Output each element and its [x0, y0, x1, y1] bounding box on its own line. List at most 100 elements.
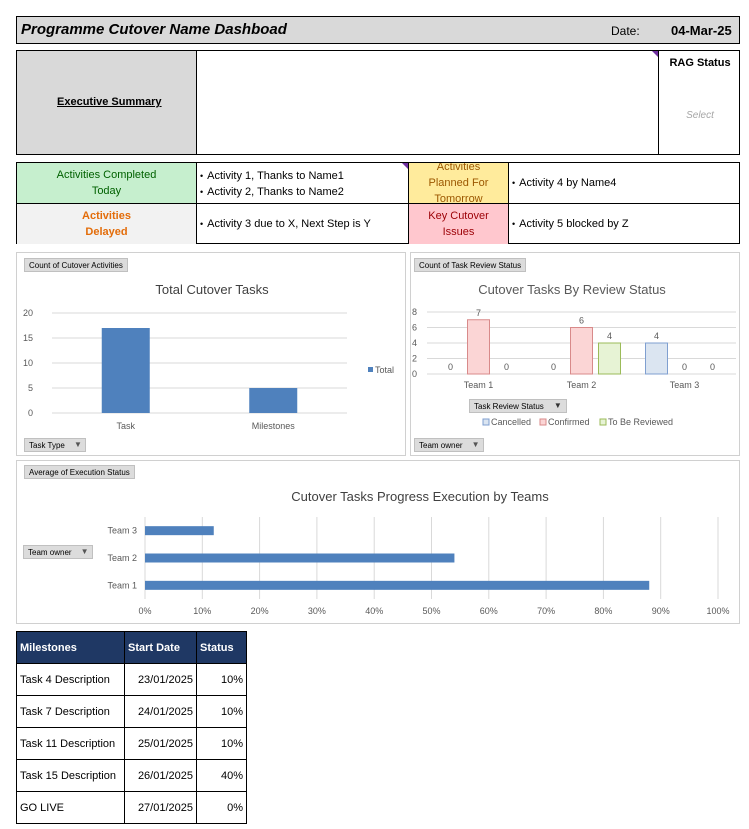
y-tick-label: 6: [412, 323, 417, 333]
x-tick-label: 10%: [193, 606, 211, 616]
table-row[interactable]: Task 4 Description 23/01/2025 10%: [16, 663, 247, 696]
legend-swatch: [482, 418, 490, 426]
bar: [598, 342, 621, 375]
table-row[interactable]: Task 11 Description 25/01/2025 10%: [16, 727, 247, 760]
legend-label: Confirmed: [548, 417, 590, 427]
executive-summary-label: Executive Summary: [57, 96, 162, 108]
series-field-label: Task Review Status: [474, 402, 544, 411]
value-field-button[interactable]: Count of Task Review Status: [414, 258, 527, 272]
column-header-start-date: Start Date: [124, 631, 197, 664]
y-tick-label: 0: [412, 369, 417, 379]
milestone-start-date[interactable]: 27/01/2025: [124, 791, 197, 824]
list-item: Activity 5 blocked by Z: [512, 216, 739, 232]
bar: [145, 580, 650, 590]
x-tick-label: 100%: [706, 606, 729, 616]
milestone-start-date[interactable]: 23/01/2025: [124, 663, 197, 696]
list-item: Activity 3 due to X, Next Step is Y: [200, 216, 408, 232]
key-cutover-issues-list[interactable]: Activity 5 blocked by Z: [509, 204, 739, 244]
task-type-filter-button[interactable]: Task Type ▼: [24, 438, 86, 452]
column-header-status: Status: [196, 631, 247, 664]
bar: [570, 327, 593, 375]
y-tick-label: Team 1: [107, 580, 137, 590]
data-label: 0: [504, 362, 509, 372]
bar: [467, 319, 490, 375]
activities-delayed-label: Activities Delayed: [17, 204, 197, 244]
y-tick-label: 8: [412, 307, 417, 317]
bar: [145, 553, 455, 563]
total-cutover-tasks-chart[interactable]: Count of Cutover Activities Total Cutove…: [16, 252, 406, 456]
filter-label: Task Type: [29, 441, 65, 450]
activities-completed-list[interactable]: Activity 1, Thanks to Name1 Activity 2, …: [197, 163, 409, 204]
x-tick-label: Task: [116, 421, 135, 431]
milestone-start-date[interactable]: 25/01/2025: [124, 727, 197, 760]
filter-icon: ▼: [73, 440, 82, 449]
y-tick-label: 10: [23, 358, 33, 368]
data-label: 0: [710, 362, 715, 372]
chart-title: Cutover Tasks Progress Execution by Team…: [291, 489, 549, 504]
review-status-chart[interactable]: Count of Task Review Status Cutover Task…: [410, 252, 740, 456]
y-tick-label: 0: [28, 408, 33, 418]
progress-execution-chart[interactable]: Average of Execution Status Cutover Task…: [16, 460, 740, 624]
table-row[interactable]: Task 7 Description 24/01/2025 10%: [16, 695, 247, 728]
milestone-name[interactable]: Task 7 Description: [16, 695, 125, 728]
page-title: Programme Cutover Name Dashboad: [21, 21, 287, 38]
chart-plot: 0 2 4 6 8 0 7 0 Team 1 0 6 4 Team 2 4 0 0 Team 3 Cancelle…: [412, 307, 736, 427]
comment-indicator-icon: [652, 51, 658, 57]
activities-planned-label: Activities Planned For Tomorrow: [409, 163, 509, 204]
x-tick-label: 0%: [138, 606, 151, 616]
legend-swatch: [599, 418, 607, 426]
data-label: 0: [682, 362, 687, 372]
data-label: 0: [448, 362, 453, 372]
milestones-table: Milestones Start Date Status Task 4 Desc…: [16, 631, 247, 824]
milestone-status[interactable]: 10%: [196, 663, 247, 696]
y-tick-label: Team 2: [107, 553, 137, 563]
milestone-name[interactable]: GO LIVE: [16, 791, 125, 824]
comment-indicator-icon: [402, 163, 408, 169]
filter-label: Team owner: [28, 548, 72, 557]
y-tick-label: 15: [23, 333, 33, 343]
table-row[interactable]: Task 15 Description 26/01/2025 40%: [16, 759, 247, 792]
y-tick-label: 2: [412, 354, 417, 364]
legend-label: To Be Reviewed: [608, 417, 673, 427]
rag-status-select[interactable]: Select: [686, 110, 714, 121]
bar: [645, 342, 668, 375]
table-row[interactable]: GO LIVE 27/01/2025 0%: [16, 791, 247, 824]
executive-summary-text-area[interactable]: [198, 51, 658, 154]
y-tick-label: 4: [412, 338, 417, 348]
filter-icon: ▼: [80, 547, 89, 556]
milestone-status[interactable]: 10%: [196, 695, 247, 728]
milestone-status[interactable]: 10%: [196, 727, 247, 760]
activities-delayed-list[interactable]: Activity 3 due to X, Next Step is Y: [197, 204, 409, 244]
milestone-name[interactable]: Task 4 Description: [16, 663, 125, 696]
executive-summary-label-cell: Executive Summary: [17, 51, 197, 154]
milestone-start-date[interactable]: 26/01/2025: [124, 759, 197, 792]
y-tick-label: 5: [28, 383, 33, 393]
value-field-button[interactable]: Count of Cutover Activities: [24, 258, 128, 272]
team-owner-filter-button[interactable]: Team owner ▼: [23, 545, 93, 559]
value-field-button[interactable]: Average of Execution Status: [24, 465, 135, 479]
activities-planned-list[interactable]: Activity 4 by Name4: [509, 163, 739, 204]
filter-label: Team owner: [419, 441, 463, 450]
legend-swatch: [539, 418, 547, 426]
chart-title: Cutover Tasks By Review Status: [478, 282, 666, 297]
rag-status-title: RAG Status: [669, 57, 731, 69]
bar: [145, 526, 214, 536]
milestone-start-date[interactable]: 24/01/2025: [124, 695, 197, 728]
bar: [101, 328, 150, 413]
task-review-status-field-button[interactable]: Task Review Status ▼: [469, 399, 567, 413]
x-tick-label: Team 2: [567, 380, 597, 390]
executive-summary-section: Executive Summary RAG Status Select: [16, 50, 740, 155]
legend-label: Cancelled: [491, 417, 531, 427]
list-item: Activity 2, Thanks to Name2: [200, 184, 408, 200]
milestone-name[interactable]: Task 15 Description: [16, 759, 125, 792]
x-tick-label: 20%: [251, 606, 269, 616]
list-item: Activity 1, Thanks to Name1: [200, 168, 408, 184]
milestone-status[interactable]: 0%: [196, 791, 247, 824]
x-tick-label: Team 3: [670, 380, 700, 390]
milestone-status[interactable]: 40%: [196, 759, 247, 792]
team-owner-filter-button[interactable]: Team owner ▼: [414, 438, 484, 452]
key-cutover-issues-label: Key Cutover Issues: [409, 204, 509, 244]
filter-icon: ▼: [471, 440, 480, 449]
milestone-name[interactable]: Task 11 Description: [16, 727, 125, 760]
date-value[interactable]: 04-Mar-25: [671, 23, 732, 38]
